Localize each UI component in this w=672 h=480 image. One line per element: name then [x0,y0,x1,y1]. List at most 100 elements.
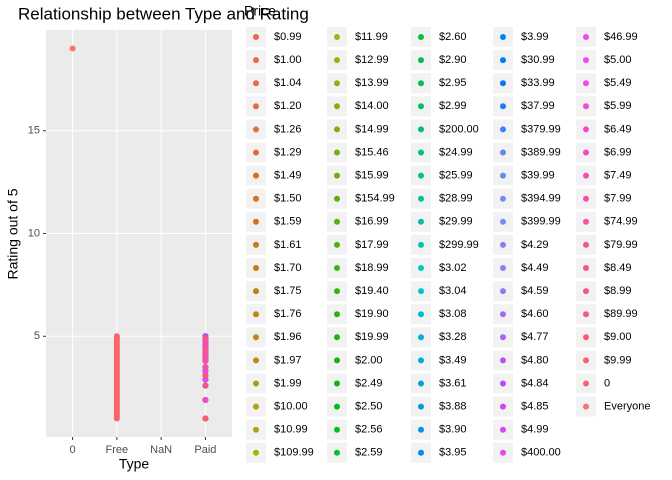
point [202,335,209,342]
legend-label: $3.88 [439,401,467,413]
legend-swatch [253,426,259,433]
legend-swatch [334,34,340,40]
legend-label: $15.99 [355,170,389,182]
legend-swatch [500,380,506,387]
chart-title: Relationship between Type and Rating [18,4,309,23]
y-tick-label: 15 [28,125,40,137]
legend-label: $4.77 [521,331,549,343]
legend-label: $1.20 [274,100,302,112]
legend-label: $2.49 [355,377,383,389]
legend-swatch [583,126,589,133]
legend-label: $18.99 [355,262,389,274]
point [202,347,209,354]
legend-label: $33.99 [521,77,555,89]
legend-label: $4.59 [521,285,549,297]
point [113,333,120,340]
legend-swatch [418,311,424,318]
legend-swatch [418,195,424,202]
legend-label: $10.99 [274,424,308,436]
legend-label: $1.26 [274,123,302,135]
legend-label: $37.99 [521,100,555,112]
legend-swatch [500,149,506,156]
legend-label: $5.49 [604,77,632,89]
legend-label: $1.99 [274,377,302,389]
legend-label: $39.99 [521,170,555,182]
legend-label: $19.99 [355,331,389,343]
legend-label: $154.99 [355,193,395,205]
legend-swatch [253,311,259,318]
legend-swatch [334,426,340,433]
legend-swatch [253,80,259,87]
legend-swatch [418,403,424,410]
legend-label: $2.00 [355,354,383,366]
legend-swatch [583,80,589,87]
legend-swatch [334,357,340,364]
legend-swatch [334,334,340,341]
legend-swatch [253,34,259,40]
legend-swatch [583,265,589,271]
legend-swatch [500,103,506,110]
legend-label: $6.49 [604,123,632,135]
legend-label: $2.56 [355,424,383,436]
legend-label: $1.59 [274,216,302,228]
legend-swatch [583,403,589,410]
legend-swatch [253,241,259,248]
legend-label: $1.75 [274,285,302,297]
legend-label: $19.40 [355,285,389,297]
legend-swatch [583,288,589,295]
legend-label: $89.99 [604,308,638,320]
legend-swatch [334,311,340,318]
legend-swatch [418,357,424,364]
legend-label: $1.29 [274,146,302,158]
legend-swatch [418,241,424,248]
legend-label: $4.60 [521,308,549,320]
legend-label: $79.99 [604,239,638,251]
point [202,415,209,422]
y-tick-label: 5 [34,330,40,342]
legend-swatch [583,57,589,64]
legend-swatch [500,288,506,295]
legend-swatch [418,34,424,40]
legend-swatch [334,126,340,133]
legend-swatch [253,380,259,387]
legend-swatch [500,80,506,87]
point [202,368,209,375]
legend-swatch [334,195,340,202]
point [202,372,209,379]
legend-label: $17.99 [355,239,389,251]
legend-label: $29.99 [439,216,473,228]
legend-swatch [334,449,340,456]
point [202,353,209,360]
legend-swatch [583,34,589,40]
legend-label: $28.99 [439,193,473,205]
legend-swatch [418,80,424,87]
legend-swatch [418,334,424,341]
legend-swatch [583,195,589,202]
legend-swatch [583,380,589,387]
x-tick-label: Free [106,444,129,456]
legend-label: $3.04 [439,285,467,297]
legend-label: $3.49 [439,354,467,366]
legend-swatch [253,103,259,110]
legend-label: $4.49 [521,262,549,274]
legend-label: $4.85 [521,401,549,413]
legend-label: $3.99 [521,31,549,43]
legend-swatch [334,149,340,156]
legend-label: $10.00 [274,401,308,413]
x-tick-label: 0 [70,444,76,456]
legend-swatch [418,103,424,110]
legend-label: $2.59 [355,447,383,459]
legend-swatch [334,380,340,387]
legend-label: $74.99 [604,216,638,228]
legend-label: $2.50 [355,401,383,413]
legend-label: $8.49 [604,262,632,274]
legend-swatch [334,265,340,271]
legend-label: $19.90 [355,308,389,320]
legend-swatch [253,57,259,64]
legend-label: $2.90 [439,54,467,66]
legend-swatch [334,403,340,410]
legend-swatch [253,149,259,156]
legend-label: $389.99 [521,146,561,158]
legend-label: $379.99 [521,123,561,135]
